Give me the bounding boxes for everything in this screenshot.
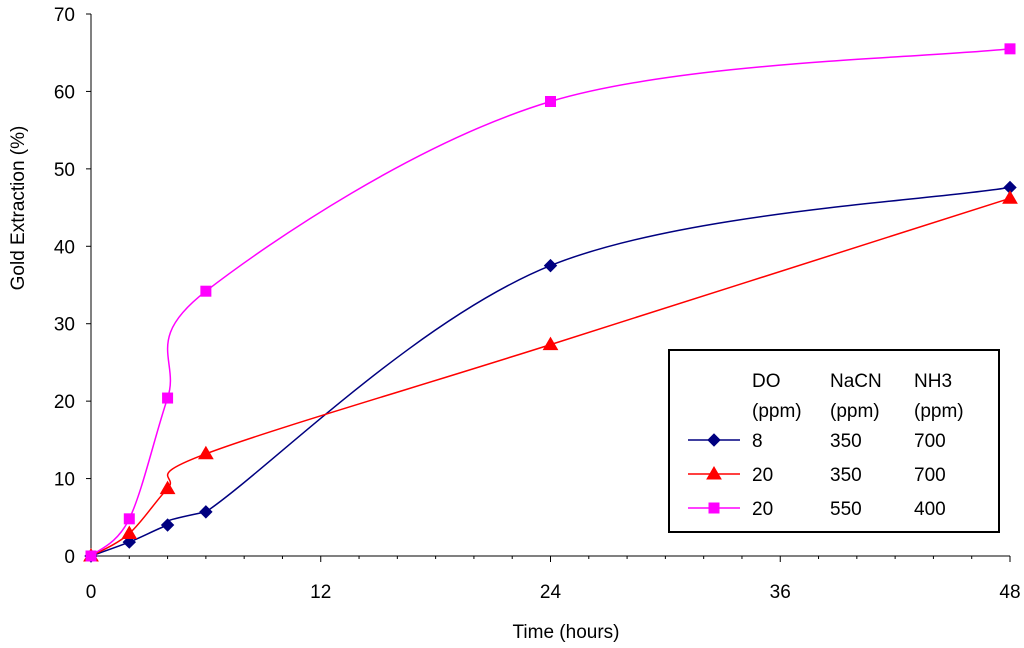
data-point: [542, 336, 559, 351]
y-tick-label: 60: [54, 82, 75, 103]
legend-value: 350: [830, 431, 862, 452]
legend-header: NH3: [914, 371, 952, 392]
legend-header: (ppm): [914, 401, 964, 422]
legend-header: NaCN: [830, 371, 882, 392]
legend-marker: [707, 433, 721, 447]
series-line: [90, 48, 1011, 557]
data-point: [162, 392, 174, 404]
series-3: [85, 43, 1016, 562]
data-point: [198, 445, 214, 460]
y-tick-label: 10: [54, 470, 75, 491]
x-tick-label: 24: [540, 582, 562, 603]
data-point: [121, 525, 138, 540]
y-tick-label: 70: [54, 5, 75, 26]
legend-marker: [706, 466, 722, 480]
legend-value: 8: [752, 431, 763, 452]
x-tick-label: 12: [310, 582, 331, 603]
data-point: [199, 505, 213, 519]
data-point: [160, 518, 175, 532]
legend-value: 350: [830, 465, 862, 486]
legend-header: (ppm): [752, 401, 802, 422]
legend-value: 700: [914, 465, 946, 486]
data-point: [543, 258, 558, 273]
x-tick-label: 48: [999, 582, 1020, 603]
data-point: [1002, 190, 1018, 204]
y-tick-label: 30: [54, 315, 75, 336]
x-tick-label: 0: [86, 582, 97, 603]
series-layer: [83, 43, 1018, 563]
data-point: [1004, 43, 1016, 55]
x-axis-title: Time (hours): [513, 622, 620, 643]
y-tick-label: 50: [54, 160, 75, 181]
series-line: [90, 197, 1011, 557]
legend-header: (ppm): [830, 401, 880, 422]
y-tick-label: 20: [54, 392, 75, 413]
legend-value: 550: [830, 499, 862, 520]
x-tick-label: 36: [770, 582, 791, 603]
y-axis-title: Gold Extraction (%): [8, 126, 29, 291]
legend-value: 20: [752, 499, 773, 520]
data-point: [85, 550, 97, 562]
legend-box: [668, 349, 1000, 533]
data-point: [159, 480, 176, 495]
legend: DO (ppm) NaCN (ppm) NH3 (ppm) 8 350 700 20 350 700 2…: [668, 349, 1000, 533]
legend-header: DO: [752, 371, 781, 392]
data-point: [545, 95, 556, 107]
data-point: [200, 285, 212, 297]
legend-value: 20: [752, 465, 773, 486]
data-point: [122, 535, 136, 549]
y-tick-label: 0: [64, 547, 75, 568]
series-line: [90, 186, 1011, 557]
legend-value: 700: [914, 431, 946, 452]
y-tick-label: 40: [54, 237, 75, 258]
legend-value: 400: [914, 499, 946, 520]
data-point: [123, 513, 135, 525]
legend-marker: [708, 502, 720, 514]
